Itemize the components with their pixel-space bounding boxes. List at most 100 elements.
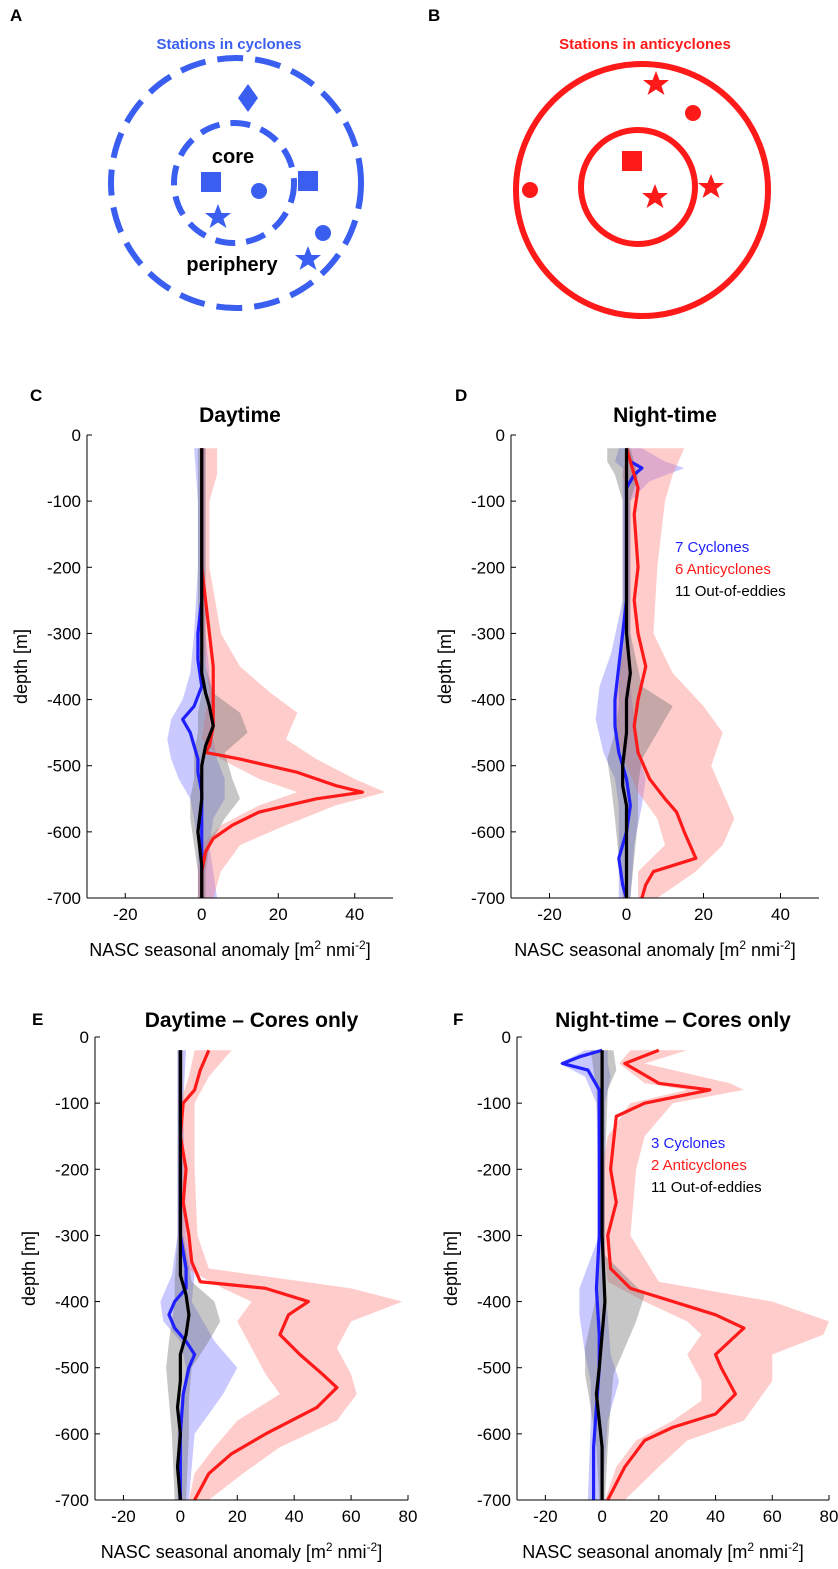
legend-entry-out: 11 Out-of-eddies	[675, 583, 786, 600]
x-tick-label: 20	[649, 1507, 668, 1526]
x-tick-label: 20	[228, 1507, 247, 1526]
y-tick-label: -300	[55, 1226, 89, 1245]
chart-title: Night-time – Cores only	[555, 1009, 791, 1032]
x-axis-label-text: ]	[377, 1542, 382, 1562]
y-tick-label: -600	[471, 823, 505, 842]
cyclone-spread-band	[595, 448, 685, 898]
x-tick-label: 60	[763, 1507, 782, 1526]
panel-letter-a: A	[10, 6, 23, 25]
x-axis-label: NASC seasonal anomaly [m2 nmi-2]	[89, 938, 371, 960]
anticyclone-spread-band	[602, 1050, 829, 1500]
x-axis-label-sup: 2	[739, 938, 746, 952]
panel-c: C 0 -100 -200 -300 -400 -500 -600 -700 -20 0 20 40 D…	[0, 380, 419, 970]
legend-entry-anticyclone: 2 Anticyclones	[651, 1157, 747, 1174]
chart-daytime: 0-100-200-300-400-500-600-700-20 0 20 40Day…	[11, 404, 393, 960]
y-tick-label: -200	[47, 558, 81, 577]
x-axis-label-sup: -2	[788, 1540, 799, 1554]
y-tick-label: -700	[477, 1491, 511, 1510]
x-axis-label-text: NASC seasonal anomaly [m	[89, 940, 314, 960]
x-axis-label-sup: 2	[314, 938, 321, 952]
y-tick-label: -300	[47, 624, 81, 643]
y-tick-label: 0	[72, 426, 81, 445]
legend-entry-cyclone: 7 Cyclones	[675, 539, 749, 556]
x-tick-label: 80	[399, 1507, 418, 1526]
y-tick-label: -200	[471, 558, 505, 577]
y-tick-label: -400	[47, 691, 81, 710]
y-tick-label: -100	[477, 1094, 511, 1113]
chart-title: Daytime	[199, 404, 281, 427]
y-tick-label: 0	[502, 1028, 511, 1047]
x-axis-label-text: nmi	[746, 940, 780, 960]
chart-night-time: 0-100-200-300-400-500-600-700-20 0 20 40Nig…	[435, 404, 819, 960]
schematic-title-cyclones: Stations in cyclones	[156, 36, 301, 53]
x-axis-label-sup: 2	[326, 1540, 333, 1554]
x-axis-label-text: nmi	[321, 940, 355, 960]
y-tick-label: -500	[477, 1359, 511, 1378]
y-tick-label: -300	[471, 624, 505, 643]
x-axis-label-sup: 2	[747, 1540, 754, 1554]
x-tick-label: 80	[820, 1507, 838, 1526]
x-tick-label: 0	[597, 1507, 606, 1526]
y-tick-label: -100	[471, 492, 505, 511]
schematic-cyclones: Stations in cyclones core periphery	[108, 36, 364, 311]
chart-night-time-cores: 0-100-200-300-400-500-600-700-20 0 20 40 60 8…	[441, 1009, 838, 1562]
out-series-line	[175, 1050, 191, 1501]
x-tick-label: -20	[537, 905, 562, 924]
cyclone-series-line	[560, 1048, 603, 1500]
x-axis-label-text: NASC seasonal anomaly [m	[522, 1542, 747, 1562]
x-tick-label: 40	[285, 1507, 304, 1526]
y-tick-label: -400	[471, 691, 505, 710]
x-tick-label: 0	[197, 905, 206, 924]
y-tick-label: -700	[55, 1491, 89, 1510]
chart-daytime-cores: 0-100-200-300-400-500-600-700-20 0 20 40 60 8…	[19, 1009, 418, 1562]
panel-letter-c: C	[30, 386, 43, 405]
y-axis-label: depth [m]	[19, 1231, 39, 1306]
schematic-anticyclones: Stations in anticyclones	[513, 36, 771, 319]
y-tick-label: -100	[55, 1094, 89, 1113]
cyclone-spread-band	[559, 1050, 620, 1500]
legend-entry-anticyclone: 6 Anticyclones	[675, 561, 771, 578]
core-circle	[578, 127, 698, 247]
square-marker-icon	[622, 151, 642, 171]
star-marker-icon	[295, 246, 321, 270]
y-tick-label: 0	[496, 426, 505, 445]
x-tick-label: -20	[113, 905, 138, 924]
y-tick-label: -400	[477, 1293, 511, 1312]
y-tick-label: 0	[80, 1028, 89, 1047]
y-tick-label: -100	[47, 492, 81, 511]
panel-letter-f: F	[453, 1010, 464, 1029]
panel-letter-d: D	[455, 386, 468, 405]
y-tick-label: -500	[471, 757, 505, 776]
x-axis-label-text: nmi	[754, 1542, 788, 1562]
x-tick-label: -20	[111, 1507, 136, 1526]
x-tick-label: 40	[345, 905, 364, 924]
y-tick-label: -700	[47, 889, 81, 908]
y-axis-label: depth [m]	[435, 629, 455, 704]
star-marker-icon	[642, 184, 668, 208]
square-marker-icon	[298, 171, 318, 191]
periphery-circle	[108, 55, 364, 311]
circle-marker-icon	[522, 182, 538, 198]
x-tick-label: 0	[176, 1507, 185, 1526]
y-tick-label: -600	[47, 823, 81, 842]
y-tick-label: -700	[471, 889, 505, 908]
cyclone-spread-band	[167, 448, 225, 898]
panel-d: D 0 -100 -200 -300 -400 -500 -600 -700 -20 0 20 40 N…	[419, 380, 838, 970]
x-axis-label-text: NASC seasonal anomaly [m	[101, 1542, 326, 1562]
x-axis-label-sup: -2	[780, 938, 791, 952]
y-tick-label: -600	[55, 1425, 89, 1444]
y-tick-label: -200	[55, 1160, 89, 1179]
chart-title: Night-time	[613, 404, 717, 427]
x-tick-label: 60	[342, 1507, 361, 1526]
anticyclone-series-line	[200, 448, 364, 898]
circle-marker-icon	[251, 183, 267, 199]
core-circle	[171, 120, 297, 246]
x-axis-label-text: NASC seasonal anomaly [m	[514, 940, 739, 960]
y-tick-label: -400	[55, 1293, 89, 1312]
x-axis-label-sup: -2	[367, 1540, 378, 1554]
x-tick-label: 0	[622, 905, 631, 924]
legend-entry-out: 11 Out-of-eddies	[651, 1179, 762, 1196]
star-marker-icon	[205, 204, 231, 228]
panel-a: A Stations in cyclones core periphery	[0, 0, 419, 330]
x-axis-label-text: ]	[791, 940, 796, 960]
